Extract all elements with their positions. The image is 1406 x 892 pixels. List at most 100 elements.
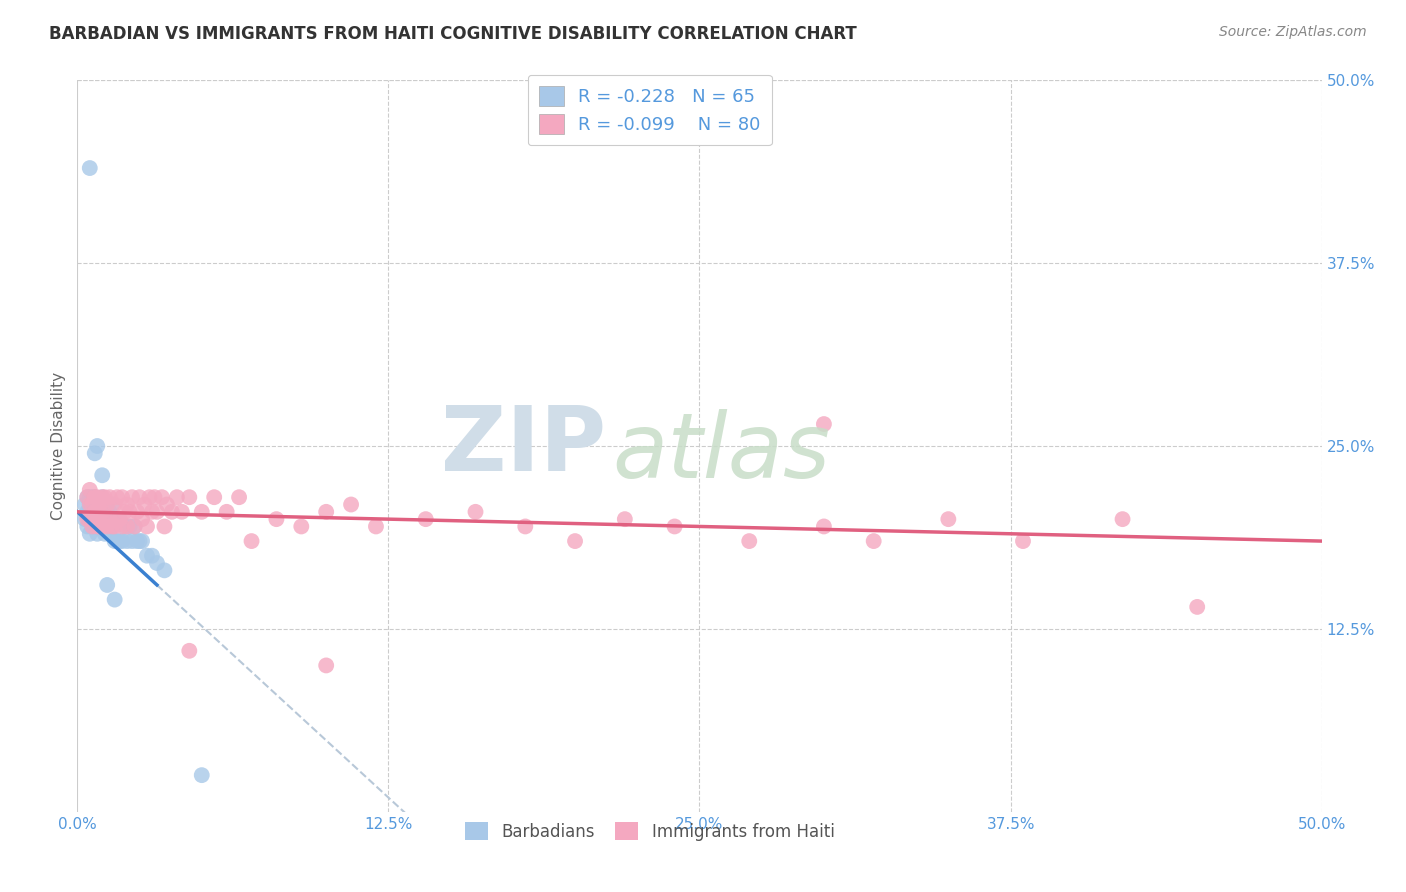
Point [191,768,214,782]
Point [86,519,108,533]
Text: atlas: atlas [613,409,831,498]
Point [160,505,183,519]
Point [83,519,105,533]
Point [315,658,337,673]
Point [83,512,105,526]
Point [83,490,105,504]
Point [125,505,148,519]
Point [76,490,98,504]
Point [150,490,173,504]
Point [79,512,101,526]
Point [86,490,108,504]
Point [83,490,105,504]
Point [115,534,138,549]
Point [134,498,156,512]
Point [118,519,141,533]
Point [114,505,136,519]
Point [128,534,150,549]
Point [179,490,201,504]
Point [141,505,163,519]
Text: BARBADIAN VS IMMIGRANTS FROM HAITI COGNITIVE DISABILITY CORRELATION CHART: BARBADIAN VS IMMIGRANTS FROM HAITI COGNI… [49,25,858,43]
Point [79,526,101,541]
Point [82,498,104,512]
Point [121,490,143,504]
Point [83,505,105,519]
Point [82,490,104,504]
Text: ZIP: ZIP [441,402,606,490]
Point [215,505,238,519]
Point [93,512,115,526]
Point [91,505,114,519]
Point [86,505,108,519]
Point [91,519,114,533]
Point [73,512,96,526]
Point [124,519,146,533]
Point [82,505,104,519]
Point [128,490,150,504]
Point [138,490,160,504]
Point [91,468,114,483]
Point [156,498,179,512]
Point [105,512,128,526]
Point [131,534,153,549]
Point [936,512,959,526]
Point [93,498,115,512]
Point [115,519,138,533]
Point [115,498,138,512]
Point [82,519,104,533]
Point [79,498,101,512]
Point [91,490,114,504]
Point [166,490,188,504]
Point [124,519,146,533]
Point [96,498,118,512]
Point [76,519,98,533]
Point [82,498,104,512]
Point [93,490,115,504]
Point [101,519,124,533]
Point [98,505,121,519]
Point [111,490,134,504]
Point [315,505,337,519]
Point [464,505,486,519]
Point [121,534,143,549]
Point [83,446,105,460]
Point [101,519,124,533]
Point [79,498,101,512]
Point [91,490,114,504]
Point [515,519,537,533]
Point [1185,599,1208,614]
Y-axis label: Cognitive Disability: Cognitive Disability [51,372,66,520]
Point [86,526,108,541]
Point [96,519,118,533]
Point [191,505,214,519]
Point [179,644,201,658]
Point [101,498,124,512]
Point [1111,512,1133,526]
Point [76,512,98,526]
Point [83,498,105,512]
Point [82,519,104,533]
Point [153,519,176,533]
Point [105,512,128,526]
Point [125,534,148,549]
Point [813,519,835,533]
Point [862,534,884,549]
Point [83,512,105,526]
Point [364,519,387,533]
Point [76,490,98,504]
Point [79,161,101,175]
Point [89,512,111,526]
Point [146,505,169,519]
Point [202,490,225,504]
Point [114,519,136,533]
Point [91,519,114,533]
Point [73,498,96,512]
Point [143,490,166,504]
Point [91,512,114,526]
Point [104,498,127,512]
Point [1012,534,1035,549]
Point [76,505,98,519]
Point [89,519,111,533]
Point [564,534,586,549]
Point [266,512,288,526]
